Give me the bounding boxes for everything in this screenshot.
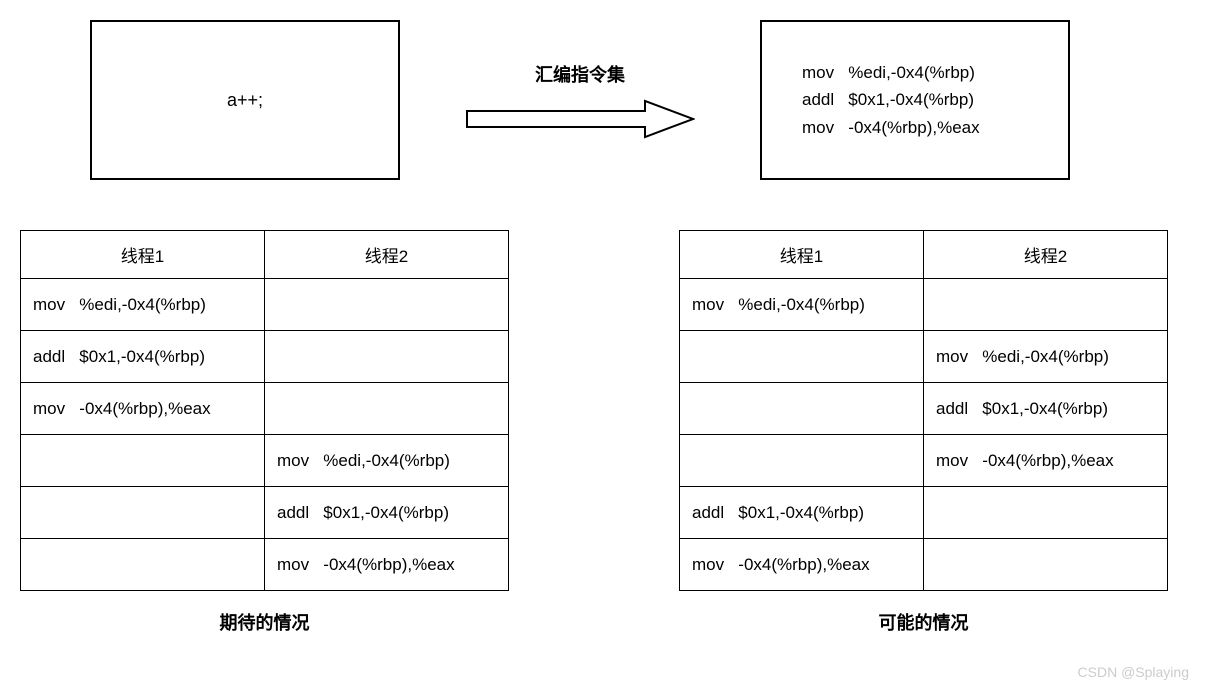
- source-code-text: a++;: [227, 90, 263, 111]
- table-row: mov -0x4(%rbp),%eax: [680, 435, 1168, 487]
- asm-line: addl $0x1,-0x4(%rbp): [802, 86, 974, 113]
- expected-tbody: mov %edi,-0x4(%rbp) addl $0x1,-0x4(%rbp) m…: [21, 279, 509, 591]
- cell-text: mov %edi,-0x4(%rbp): [33, 295, 206, 314]
- table-cell: [21, 539, 265, 591]
- table-row: mov -0x4(%rbp),%eax: [21, 539, 509, 591]
- table-cell: [265, 331, 509, 383]
- source-code-box: a++;: [90, 20, 400, 180]
- expected-table: 线程1 线程2 mov %edi,-0x4(%rbp) addl $0x1,-0x…: [20, 230, 509, 591]
- cell-text: mov -0x4(%rbp),%eax: [33, 399, 211, 418]
- table-cell: mov -0x4(%rbp),%eax: [21, 383, 265, 435]
- cell-text: addl $0x1,-0x4(%rbp): [936, 399, 1108, 418]
- possible-table-block: 线程1 线程2 mov %edi,-0x4(%rbp)mov %edi,-0x4…: [679, 230, 1168, 635]
- arrow-label: 汇编指令集: [535, 61, 625, 87]
- table-cell: mov %edi,-0x4(%rbp): [21, 279, 265, 331]
- arrow-section: 汇编指令集: [430, 61, 730, 139]
- table-row: addl $0x1,-0x4(%rbp): [21, 331, 509, 383]
- table-cell: mov -0x4(%rbp),%eax: [680, 539, 924, 591]
- table-cell: [265, 279, 509, 331]
- table-header-row: 线程1 线程2: [21, 231, 509, 279]
- table-row: addl $0x1,-0x4(%rbp): [680, 487, 1168, 539]
- possible-caption: 可能的情况: [879, 609, 969, 635]
- table-header: 线程1: [680, 231, 924, 279]
- top-row: a++; 汇编指令集 mov %edi,-0x4(%rbp) addl $0x1…: [10, 20, 1209, 180]
- table-cell: mov -0x4(%rbp),%eax: [924, 435, 1168, 487]
- table-cell: [924, 539, 1168, 591]
- table-header: 线程1: [21, 231, 265, 279]
- expected-table-block: 线程1 线程2 mov %edi,-0x4(%rbp) addl $0x1,-0x…: [20, 230, 509, 635]
- arrow-icon: [465, 99, 695, 139]
- table-row: mov -0x4(%rbp),%eax: [680, 539, 1168, 591]
- table-cell: mov %edi,-0x4(%rbp): [924, 331, 1168, 383]
- cell-text: mov -0x4(%rbp),%eax: [692, 555, 870, 574]
- assembly-code-box: mov %edi,-0x4(%rbp) addl $0x1,-0x4(%rbp)…: [760, 20, 1070, 180]
- table-cell: [265, 383, 509, 435]
- table-cell: [924, 487, 1168, 539]
- expected-caption: 期待的情况: [220, 609, 310, 635]
- header-text: 线程2: [1024, 247, 1067, 266]
- table-cell: addl $0x1,-0x4(%rbp): [21, 331, 265, 383]
- cell-text: mov -0x4(%rbp),%eax: [277, 555, 455, 574]
- asm-line: mov %edi,-0x4(%rbp): [802, 59, 975, 86]
- cell-text: addl $0x1,-0x4(%rbp): [277, 503, 449, 522]
- table-row: mov %edi,-0x4(%rbp): [21, 435, 509, 487]
- cell-text: addl $0x1,-0x4(%rbp): [692, 503, 864, 522]
- table-cell: [21, 435, 265, 487]
- table-cell: mov -0x4(%rbp),%eax: [265, 539, 509, 591]
- watermark-text: CSDN @Splaying: [1078, 664, 1189, 680]
- cell-text: mov %edi,-0x4(%rbp): [936, 347, 1109, 366]
- table-header-row: 线程1 线程2: [680, 231, 1168, 279]
- header-text: 线程1: [780, 247, 823, 266]
- table-cell: [680, 383, 924, 435]
- table-row: mov %edi,-0x4(%rbp): [680, 279, 1168, 331]
- table-row: addl $0x1,-0x4(%rbp): [21, 487, 509, 539]
- table-cell: [680, 331, 924, 383]
- table-cell: [680, 435, 924, 487]
- table-row: mov -0x4(%rbp),%eax: [21, 383, 509, 435]
- table-cell: addl $0x1,-0x4(%rbp): [680, 487, 924, 539]
- tables-row: 线程1 线程2 mov %edi,-0x4(%rbp) addl $0x1,-0x…: [10, 230, 1209, 635]
- table-cell: [21, 487, 265, 539]
- possible-table: 线程1 线程2 mov %edi,-0x4(%rbp)mov %edi,-0x4…: [679, 230, 1168, 591]
- table-row: addl $0x1,-0x4(%rbp): [680, 383, 1168, 435]
- asm-line: mov -0x4(%rbp),%eax: [802, 114, 980, 141]
- table-cell: addl $0x1,-0x4(%rbp): [265, 487, 509, 539]
- header-text: 线程1: [121, 247, 164, 266]
- cell-text: mov %edi,-0x4(%rbp): [692, 295, 865, 314]
- cell-text: addl $0x1,-0x4(%rbp): [33, 347, 205, 366]
- table-cell: [924, 279, 1168, 331]
- cell-text: mov -0x4(%rbp),%eax: [936, 451, 1114, 470]
- header-text: 线程2: [365, 247, 408, 266]
- table-header: 线程2: [265, 231, 509, 279]
- table-cell: mov %edi,-0x4(%rbp): [680, 279, 924, 331]
- table-row: mov %edi,-0x4(%rbp): [680, 331, 1168, 383]
- possible-tbody: mov %edi,-0x4(%rbp) mov %edi,-0x4(%rbp) ad…: [680, 279, 1168, 591]
- table-header: 线程2: [924, 231, 1168, 279]
- cell-text: mov %edi,-0x4(%rbp): [277, 451, 450, 470]
- table-cell: mov %edi,-0x4(%rbp): [265, 435, 509, 487]
- table-cell: addl $0x1,-0x4(%rbp): [924, 383, 1168, 435]
- table-row: mov %edi,-0x4(%rbp): [21, 279, 509, 331]
